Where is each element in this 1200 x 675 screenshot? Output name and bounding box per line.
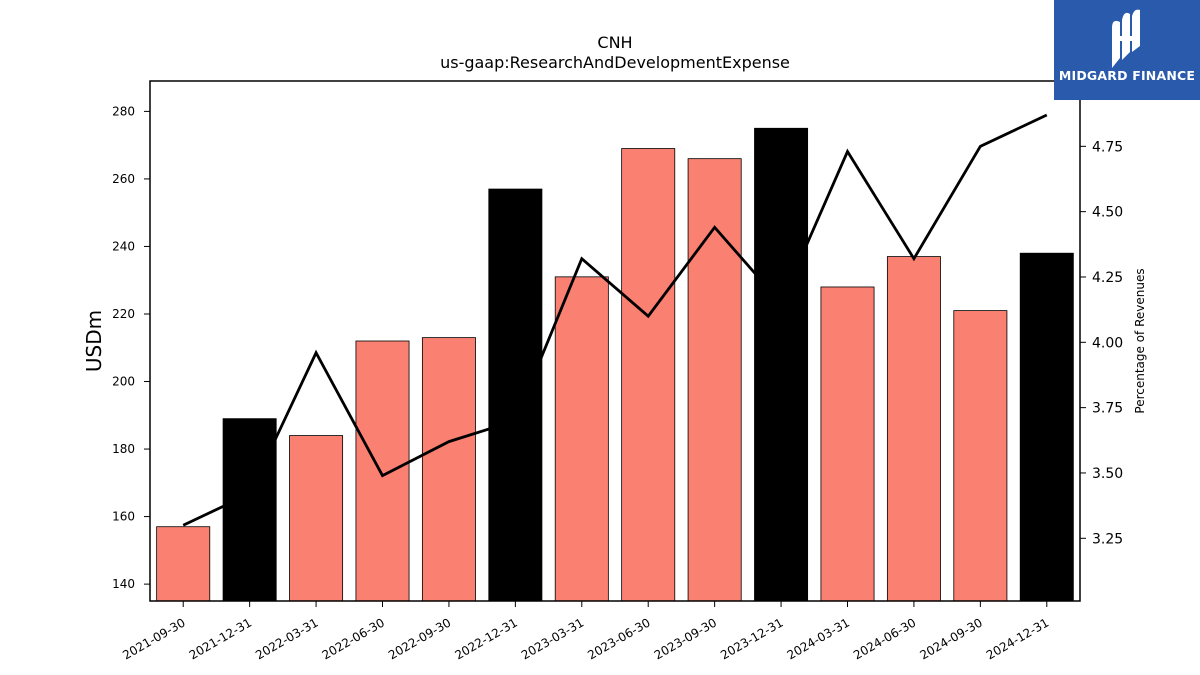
x-tick-label: 2021-09-30 xyxy=(120,615,187,662)
x-tick-label: 2022-12-31 xyxy=(452,615,519,662)
plot-frame xyxy=(149,80,1081,602)
bar-2022-03-31 xyxy=(289,435,344,602)
x-tick-label: 2022-09-30 xyxy=(386,615,453,662)
x-tick-label: 2023-06-30 xyxy=(585,615,652,662)
x-tick-label: 2022-06-30 xyxy=(320,615,387,662)
bar-2023-03-31 xyxy=(554,276,609,602)
y-tick-label: 280 xyxy=(112,104,135,118)
x-tick-label: 2022-03-31 xyxy=(253,615,320,662)
bar-2021-09-30 xyxy=(156,526,211,602)
brand-name: MIDGARD FINANCE xyxy=(1058,68,1196,83)
y2-axis: 3.25 3.50 3.75 4.00 4.25 4.50 4.75 xyxy=(1080,139,1123,547)
y-axis: 140 160 180 200 220 240 260 280 xyxy=(112,104,150,591)
brand-logo: MIDGARD FINANCE xyxy=(1054,0,1200,100)
y-tick-label: 200 xyxy=(112,375,135,389)
bar-2023-12-31 xyxy=(754,127,809,602)
bar-2022-06-30 xyxy=(355,340,410,602)
bar-2021-12-31 xyxy=(222,418,277,602)
bar-2023-09-30 xyxy=(687,158,742,602)
y-axis-label: USDm xyxy=(82,310,106,372)
y2-tick-label: 3.75 xyxy=(1092,401,1123,417)
bar-2024-03-31 xyxy=(820,286,875,602)
y2-axis-label: Percentage of Revenues xyxy=(1133,268,1147,413)
y2-tick-label: 3.25 xyxy=(1092,531,1123,547)
y-tick-label: 160 xyxy=(112,510,135,524)
midgard-logo-icon xyxy=(1112,9,1140,68)
x-tick-label: 2024-03-31 xyxy=(785,615,852,662)
line-group xyxy=(182,113,1048,527)
chart-title: CNH xyxy=(597,33,632,52)
chart-subtitle: us-gaap:ResearchAndDevelopmentExpense xyxy=(440,53,790,72)
x-tick-label: 2024-06-30 xyxy=(851,615,918,662)
x-tick-label: 2023-03-31 xyxy=(519,615,586,662)
y2-tick-label: 4.25 xyxy=(1092,270,1123,286)
y-tick-label: 240 xyxy=(112,239,135,253)
x-axis: 2021-09-30 2021-12-31 2022-03-31 2022-06-30… xyxy=(120,601,1051,662)
bar-2023-06-30 xyxy=(621,148,676,602)
y-tick-label: 260 xyxy=(112,172,135,186)
y-tick-label: 140 xyxy=(112,577,135,591)
y2-tick-label: 4.75 xyxy=(1092,139,1123,155)
x-tick-label: 2023-09-30 xyxy=(652,615,719,662)
bar-2024-09-30 xyxy=(953,310,1008,602)
y2-tick-label: 3.50 xyxy=(1092,466,1123,482)
bar-2022-12-31 xyxy=(488,188,543,602)
y2-tick-label: 4.00 xyxy=(1092,335,1123,351)
x-tick-label: 2024-09-30 xyxy=(917,615,984,662)
bar-2024-12-31 xyxy=(1019,252,1074,602)
bar-2024-06-30 xyxy=(886,256,941,602)
bars-group xyxy=(156,127,1074,602)
percentage-line xyxy=(182,113,1048,527)
x-tick-label: 2021-12-31 xyxy=(187,615,254,662)
x-tick-label: 2023-12-31 xyxy=(718,615,785,662)
y2-tick-label: 4.50 xyxy=(1092,205,1123,221)
y-tick-label: 220 xyxy=(112,307,135,321)
y-tick-label: 180 xyxy=(112,442,135,456)
bar-2022-09-30 xyxy=(421,337,476,602)
x-tick-label: 2024-12-31 xyxy=(984,615,1051,662)
